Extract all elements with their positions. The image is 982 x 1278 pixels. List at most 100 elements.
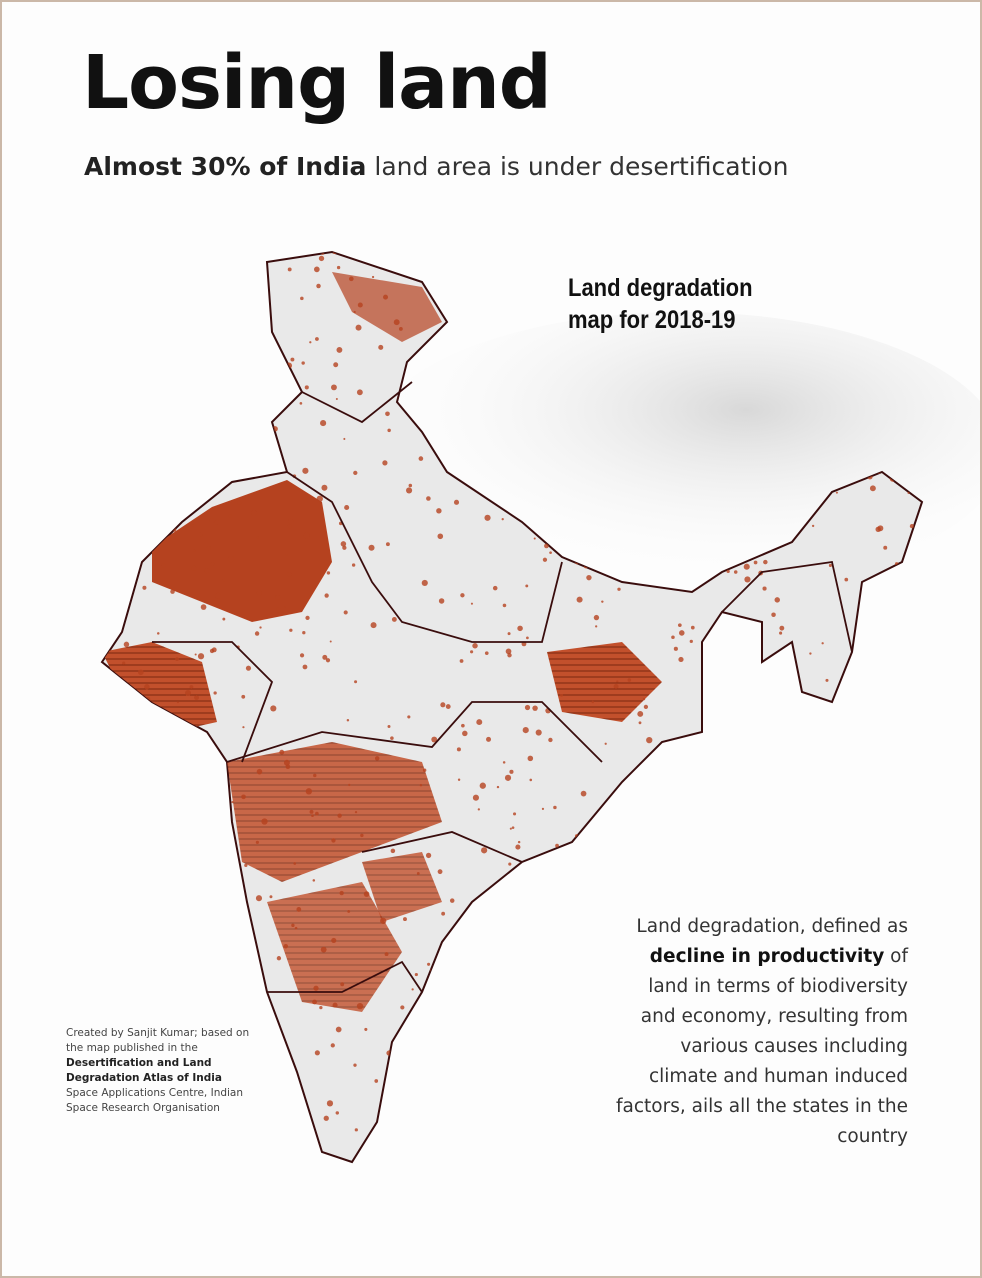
degradation-speck: [613, 683, 619, 689]
degradation-speck: [159, 452, 162, 456]
degradation-speck: [549, 902, 555, 908]
degradation-speck: [177, 786, 182, 791]
degradation-speck: [390, 736, 394, 740]
degradation-speck: [332, 1002, 338, 1008]
degradation-speck: [582, 952, 586, 957]
degradation-speck: [113, 952, 117, 957]
degradation-speck: [285, 552, 289, 556]
page-title: Losing land: [82, 40, 552, 126]
degradation-speck: [512, 1032, 519, 1039]
degradation-speck: [241, 694, 246, 699]
degradation-speck: [130, 905, 135, 909]
degradation-speck: [511, 826, 515, 830]
degradation-speck: [222, 255, 227, 260]
degradation-speck: [233, 998, 238, 1004]
degradation-speck: [725, 617, 730, 622]
degradation-speck: [314, 1050, 320, 1056]
map-label-line1: Land degradation: [568, 274, 753, 302]
degradation-speck: [733, 570, 738, 574]
degradation-speck: [237, 277, 244, 284]
degradation-speck: [104, 709, 108, 713]
degradation-speck: [765, 301, 771, 307]
degradation-speck: [403, 917, 407, 922]
degradation-speck: [659, 836, 664, 841]
degradation-speck: [753, 560, 758, 565]
degradation-speck: [729, 699, 733, 703]
degradation-speck: [533, 537, 536, 540]
degradation-speck: [387, 725, 391, 729]
degradation-speck: [203, 259, 210, 265]
degradation-speck: [245, 665, 252, 671]
degradation-speck: [820, 849, 826, 855]
degradation-speck: [492, 585, 498, 591]
degradation-speck: [134, 545, 139, 550]
degradation-speck: [484, 1107, 490, 1113]
degradation-speck: [269, 895, 273, 899]
degradation-speck: [507, 632, 511, 636]
degradation-speck: [776, 813, 783, 820]
degradation-speck: [331, 937, 337, 944]
degradation-speck: [757, 300, 763, 306]
degradation-speck: [228, 514, 232, 518]
degradation-speck: [449, 898, 455, 903]
degradation-speck: [493, 960, 497, 965]
degradation-speck: [391, 616, 397, 622]
description-bold: decline in productivity: [649, 946, 885, 967]
degradation-speck: [283, 605, 287, 609]
degradation-speck: [544, 543, 549, 549]
degradation-speck: [484, 651, 489, 655]
degradation-speck: [173, 836, 177, 841]
degradation-speck: [106, 629, 111, 634]
jharkhand-degraded-region: [547, 642, 662, 722]
degradation-speck: [115, 416, 119, 420]
degradation-speck: [255, 895, 263, 902]
degradation-speck: [127, 920, 131, 924]
degradation-speck: [776, 297, 781, 301]
degradation-speck: [591, 700, 595, 704]
degradation-speck: [415, 1103, 419, 1107]
degradation-speck: [861, 828, 868, 835]
degradation-speck: [453, 499, 460, 505]
degradation-speck: [191, 524, 195, 527]
degradation-speck: [643, 704, 649, 710]
degradation-speck: [218, 384, 222, 388]
degradation-speck: [560, 694, 563, 697]
degradation-speck: [148, 878, 154, 884]
degradation-speck: [196, 824, 202, 830]
degradation-speck: [147, 1128, 151, 1132]
degradation-speck: [160, 254, 166, 259]
degradation-speck: [207, 413, 214, 420]
degradation-speck: [355, 324, 362, 331]
degradation-speck: [492, 903, 499, 909]
degradation-speck: [431, 1038, 435, 1043]
degradation-speck: [532, 705, 538, 711]
degradation-speck: [833, 810, 837, 813]
degradation-speck: [383, 1138, 390, 1145]
degradation-speck: [118, 1132, 123, 1137]
degradation-speck: [301, 361, 305, 365]
degradation-speck: [865, 856, 868, 859]
degradation-speck: [229, 263, 235, 270]
degradation-speck: [462, 730, 468, 737]
degradation-speck: [470, 332, 473, 336]
degradation-speck: [436, 508, 442, 514]
degradation-speck: [364, 1027, 368, 1031]
degradation-speck: [166, 268, 172, 274]
degradation-speck: [326, 571, 331, 575]
degradation-speck: [709, 729, 714, 734]
degradation-speck: [309, 341, 312, 344]
degradation-speck: [105, 794, 111, 800]
degradation-speck: [188, 436, 194, 442]
degradation-speck: [348, 783, 351, 787]
degradation-speck: [270, 705, 277, 712]
degradation-speck: [333, 362, 339, 368]
degradation-speck: [548, 737, 553, 743]
degradation-speck: [885, 853, 891, 858]
maharashtra-degraded-region: [227, 742, 442, 882]
degradation-speck: [713, 878, 720, 885]
degradation-speck: [275, 607, 281, 613]
degradation-speck: [131, 424, 137, 431]
degradation-speck: [910, 827, 917, 833]
degradation-speck: [180, 916, 184, 920]
degradation-speck: [169, 398, 174, 403]
